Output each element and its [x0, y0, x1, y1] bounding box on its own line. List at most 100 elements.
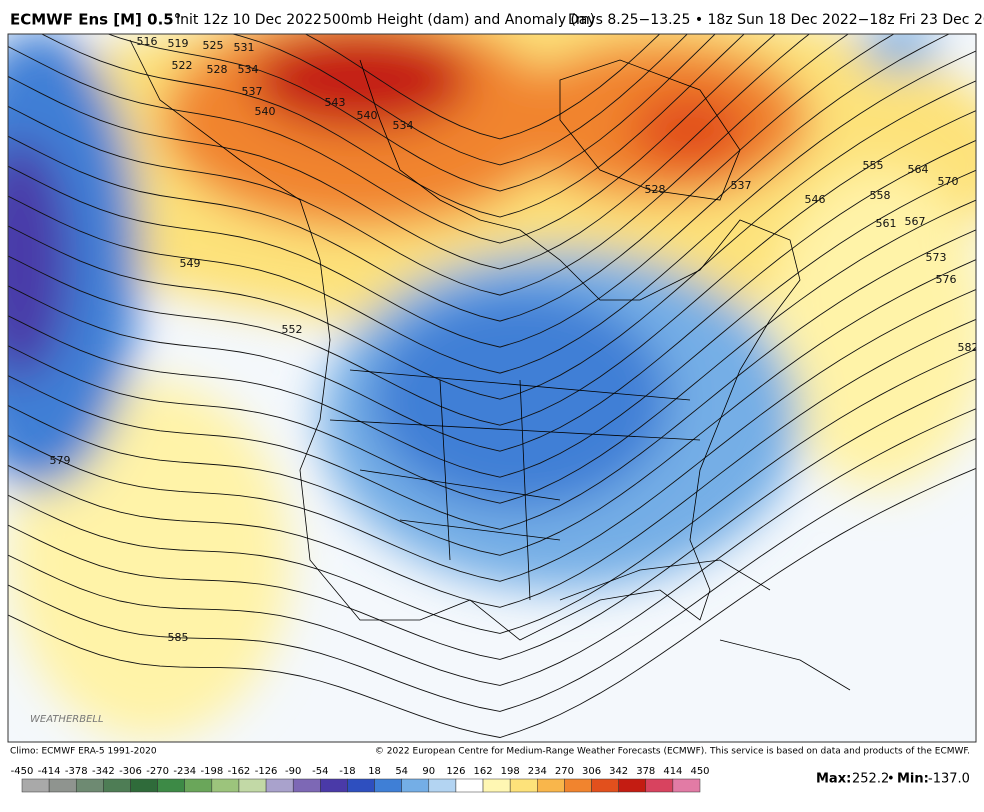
contour: [8, 139, 976, 452]
colorbar-tick-label: 234: [528, 766, 547, 777]
separator: •: [887, 772, 895, 787]
contour-label: 528: [645, 183, 666, 196]
colorbar-tick-label: -378: [65, 766, 88, 777]
contour: [8, 438, 976, 712]
copyright: © 2022 European Centre for Medium-Range …: [375, 747, 970, 757]
contour-label: 573: [926, 251, 947, 264]
contour: [8, 408, 976, 686]
min-label: Min:: [897, 772, 929, 787]
colorbar-tick-label: -414: [38, 766, 61, 777]
contour: [8, 259, 976, 556]
map: 516 519 522 525 528 531 534 537 540 543 540 534 549 5…: [8, 34, 979, 742]
colorbar-tick-label: 126: [446, 766, 465, 777]
contour: [230, 34, 688, 166]
contour: [8, 34, 951, 348]
period: Days 8.25−13.25 • 18z Sun 18 Dec 2022−18…: [568, 12, 984, 28]
contour: [8, 199, 976, 504]
colorbar-swatch: [157, 778, 185, 793]
contour-label: 555: [863, 159, 884, 172]
colorbar-swatch: [455, 778, 484, 793]
colorbar-tick-label: -234: [173, 766, 196, 777]
colorbar-tick-label: 270: [555, 766, 574, 777]
contour-label: 519: [168, 37, 189, 50]
colorbar-swatch: [211, 778, 240, 793]
colorbar-tick-label: -450: [11, 766, 34, 777]
contour-label: 570: [938, 175, 959, 188]
colorbar-swatch: [320, 778, 348, 793]
colorbar-tick-label: -270: [146, 766, 169, 777]
contour-labels: 516 519 522 525 528 531 534 537 540 543 540 534 549 5…: [50, 35, 979, 644]
contour-label: 543: [325, 96, 346, 109]
colorbar-tick-label: 342: [609, 766, 628, 777]
contour: [40, 34, 745, 218]
contour-label: 531: [234, 41, 255, 54]
colorbar-swatch: [21, 778, 50, 793]
colorbar-swatch: [48, 778, 77, 793]
contour-label: 582: [958, 341, 979, 354]
init: Init 12z 10 Dec 2022: [176, 12, 322, 28]
contour: [8, 80, 976, 400]
contour-label: 528: [207, 63, 228, 76]
colorbar: -450 -414 -378 -342 -306 -270 -234 -198 -162 -126…: [11, 766, 710, 793]
colorbar-tick-label: 18: [368, 766, 381, 777]
contour: [8, 289, 976, 582]
colorbar-swatch: [645, 778, 674, 793]
colorbar-swatch: [238, 778, 267, 793]
colorbar-tick-label: 306: [582, 766, 601, 777]
colorbar-swatch: [428, 778, 457, 793]
map-frame: [7, 33, 977, 743]
contour: [8, 169, 976, 478]
contour-label: 576: [936, 273, 957, 286]
colorbar-tick-label: -306: [119, 766, 142, 777]
colorbar-swatch: [618, 778, 647, 793]
contour: [8, 34, 849, 296]
colorbar-tick-label: -18: [339, 766, 355, 777]
coastlines: [129, 39, 851, 691]
colorbar-swatch: [374, 778, 402, 793]
contour-label: 552: [282, 323, 303, 336]
colorbar-tick-label: -90: [285, 766, 301, 777]
colorbar-swatch: [672, 778, 701, 793]
colorbar-swatch: [130, 778, 158, 793]
colorbar-swatch: [482, 778, 511, 793]
climo: Climo: ECMWF ERA-5 1991-2020: [10, 747, 157, 757]
contour: [8, 318, 976, 608]
colorbar-tick-label: 90: [422, 766, 435, 777]
contour: [8, 34, 811, 270]
colorbar-swatch: [564, 778, 592, 793]
contour-label: 525: [203, 39, 224, 52]
colorbar-swatch: [401, 778, 430, 793]
colorbar-swatch: [184, 778, 213, 793]
contour: [106, 34, 716, 192]
anomaly-shading: [8, 34, 976, 740]
contour: [8, 50, 976, 374]
contours: [8, 34, 976, 738]
max-value: 252.2: [852, 772, 889, 787]
contour-label: 546: [805, 193, 826, 206]
colorbar-swatch: [292, 778, 321, 793]
contour-label: 537: [242, 85, 263, 98]
contour-label: 534: [393, 119, 414, 132]
colorbar-tick-label: -198: [200, 766, 223, 777]
colorbar-tick-label: 162: [473, 766, 492, 777]
contour: [8, 348, 976, 634]
contour-label: 540: [255, 105, 276, 118]
colorbar-tick-label: 378: [636, 766, 655, 777]
colorbar-tick-label: 414: [663, 766, 682, 777]
colorbar-tick-label: 450: [690, 766, 709, 777]
colorbar-tick-label: -342: [92, 766, 115, 777]
contour-label: 534: [238, 63, 259, 76]
contour-label: 540: [357, 109, 378, 122]
colorbar-swatch: [265, 778, 294, 793]
contour-label: 558: [870, 189, 891, 202]
logo: WEATHERBELL: [30, 714, 104, 725]
contour-label: 567: [905, 215, 926, 228]
contour-label: 516: [137, 35, 158, 48]
colorbar-swatch: [591, 778, 619, 793]
colorbar-swatch: [509, 778, 538, 793]
min-value: -137.0: [928, 772, 970, 787]
contour: [8, 34, 776, 244]
field: 500mb Height (dam) and Anomaly (m): [323, 12, 595, 28]
contour-label: 537: [731, 179, 752, 192]
